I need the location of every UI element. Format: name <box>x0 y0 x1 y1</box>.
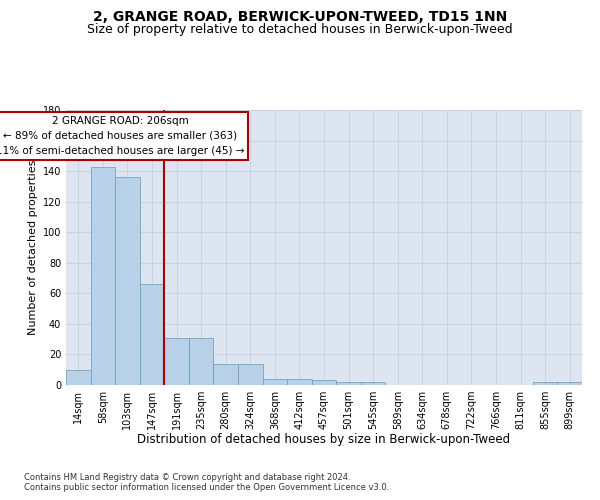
Text: Size of property relative to detached houses in Berwick-upon-Tweed: Size of property relative to detached ho… <box>87 22 513 36</box>
Bar <box>164 338 189 385</box>
Bar <box>287 379 312 385</box>
Bar <box>214 364 238 385</box>
Bar <box>361 382 385 385</box>
Bar <box>140 284 164 385</box>
Bar <box>557 382 582 385</box>
Bar <box>238 364 263 385</box>
Text: Contains HM Land Registry data © Crown copyright and database right 2024.: Contains HM Land Registry data © Crown c… <box>24 472 350 482</box>
Text: Contains public sector information licensed under the Open Government Licence v3: Contains public sector information licen… <box>24 484 389 492</box>
Bar <box>66 370 91 385</box>
Text: Distribution of detached houses by size in Berwick-upon-Tweed: Distribution of detached houses by size … <box>137 432 511 446</box>
Bar <box>189 338 214 385</box>
Bar <box>312 380 336 385</box>
Text: 2 GRANGE ROAD: 206sqm
← 89% of detached houses are smaller (363)
11% of semi-det: 2 GRANGE ROAD: 206sqm ← 89% of detached … <box>0 116 244 156</box>
Text: 2, GRANGE ROAD, BERWICK-UPON-TWEED, TD15 1NN: 2, GRANGE ROAD, BERWICK-UPON-TWEED, TD15… <box>93 10 507 24</box>
Y-axis label: Number of detached properties: Number of detached properties <box>28 160 38 335</box>
Bar <box>263 379 287 385</box>
Bar <box>533 382 557 385</box>
Bar <box>115 177 140 385</box>
Bar <box>336 382 361 385</box>
Bar <box>91 166 115 385</box>
